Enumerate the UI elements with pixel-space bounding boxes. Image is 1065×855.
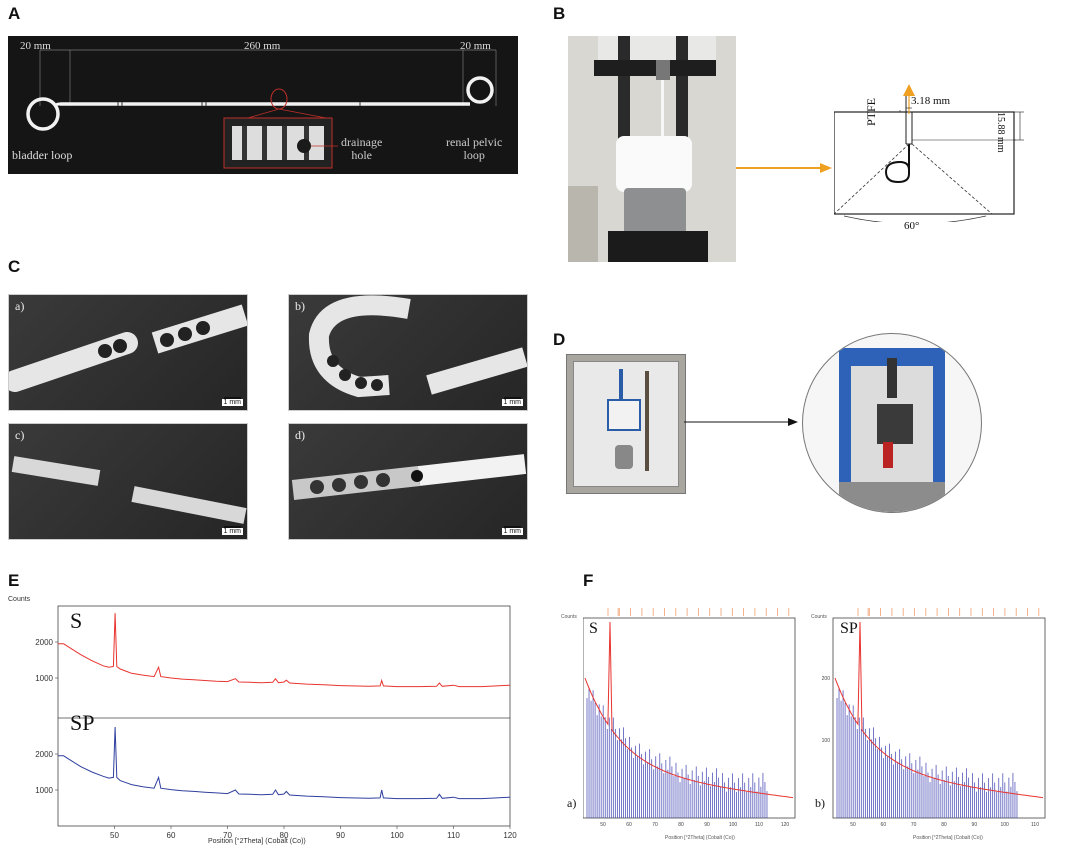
f-x-tick-label: 70 — [652, 822, 658, 828]
f-ylabel-right: Counts — [811, 614, 827, 620]
f-x-tick-label: 80 — [941, 822, 947, 828]
fracture-photo-c: c) 1 mm — [8, 423, 248, 540]
f-x-tick-label: 70 — [911, 822, 917, 828]
plot-frame-e — [57, 605, 511, 827]
arrow-d — [684, 418, 798, 426]
fracture-photo-b: b) 1 mm — [288, 294, 528, 411]
f-xlabel-left: Position [°2Theta] (Cobalt (Co)) — [665, 835, 735, 841]
f-x-tick-label: 60 — [881, 822, 887, 828]
y-tick-label: 1000 — [35, 674, 53, 683]
e-ylabel: Counts — [8, 596, 31, 603]
fracture-photo-d: d) 1 mm — [288, 423, 528, 540]
panel-letter-a: A — [8, 4, 21, 23]
y-tick-label: 2000 — [35, 638, 53, 647]
width-label: 3.18 mm — [911, 95, 951, 107]
f-y-tick-label: 200 — [822, 676, 831, 682]
f-y-tick-label: 100 — [822, 738, 831, 744]
fracture-photo-a: a) 1 mm — [8, 294, 248, 411]
fracture-label-a: a) — [15, 299, 25, 313]
panel-letter-b: B — [553, 4, 566, 23]
x-tick-label: 50 — [110, 831, 119, 840]
renal-pelvic-loop-label: renal pelvic loop — [446, 135, 503, 162]
zoom-circle — [802, 333, 982, 513]
f-x-tick-label: 110 — [1031, 822, 1039, 828]
fracture-label-b: b) — [295, 299, 305, 313]
x-tick-label: 80 — [280, 831, 289, 840]
series-line-sp — [58, 726, 511, 800]
dim-right: 20 mm — [460, 40, 491, 52]
f-sub-b: b) — [815, 796, 825, 810]
y-tick-label: 2000 — [35, 750, 53, 759]
f-x-tick-label: 110 — [755, 822, 763, 828]
series-line-s — [58, 613, 511, 688]
bladder-loop-label: bladder loop — [12, 148, 73, 162]
stent-photo: 20 mm 260 mm 20 mm bladder loop drainage… — [8, 36, 518, 174]
f-label-s: S — [589, 620, 598, 637]
scalebar-c: 1 mm — [221, 526, 243, 535]
arrow-b — [736, 163, 832, 173]
f-x-tick-label: 60 — [626, 822, 632, 828]
f-x-tick-label: 90 — [704, 822, 710, 828]
xrd-plot-e: 1000 2000 1000 2000 50 60 70 80 90 100 110 120 — [35, 605, 517, 840]
panel-letter-f: F — [583, 571, 594, 590]
f-x-tick-label: 80 — [678, 822, 684, 828]
y-tick-label: 1000 — [35, 786, 53, 795]
x-tick-label: 60 — [167, 831, 176, 840]
f-measured-line — [584, 621, 794, 799]
panel-letter-d: D — [553, 330, 566, 349]
angle-label: 60° — [904, 220, 920, 232]
x-tick-label: 120 — [503, 831, 517, 840]
e-label-sp: SP — [70, 710, 95, 735]
drainage-hole-label: drainage hole — [341, 135, 383, 162]
panel-letter-e: E — [8, 571, 20, 590]
f-x-tick-label: 90 — [972, 822, 978, 828]
x-tick-label: 70 — [223, 831, 232, 840]
scalebar-d: 1 mm — [501, 526, 523, 535]
ptfe-label: PTFE — [864, 97, 878, 126]
f-plot-frame — [832, 617, 1046, 819]
f-plot-frame — [583, 617, 796, 819]
e-xlabel: Position [°2Theta] (Cobalt (Co)) — [208, 838, 306, 845]
f-x-tick-label: 100 — [1000, 822, 1009, 828]
fracture-label-c: c) — [15, 428, 25, 442]
height-label: 15.88 mm — [995, 112, 1006, 153]
ptfe-schematic: 3.18 mm 15.88 mm PTFE 60° — [834, 84, 1024, 232]
x-tick-label: 110 — [447, 831, 460, 840]
f-measured-line — [834, 621, 1044, 799]
x-tick-label: 90 — [336, 831, 345, 840]
scalebar-a: 1 mm — [221, 397, 243, 406]
stent-drawing — [26, 49, 497, 169]
f-label-sp: SP — [840, 620, 858, 637]
f-x-tick-label: 120 — [781, 822, 790, 828]
f-xlabel-right: Position [°2Theta] (Cobalt (Co)) — [913, 835, 983, 841]
xrd-chart-f: 2001005060708090100110120200100506070809… — [561, 606, 1061, 846]
x-tick-label: 100 — [390, 831, 404, 840]
f-x-tick-label: 100 — [729, 822, 738, 828]
xrd-plot-f: 2001005060708090100110120200100506070809… — [583, 608, 1046, 828]
f-ylabel-left: Counts — [561, 614, 577, 620]
e-label-s: S — [70, 608, 83, 633]
dim-left: 20 mm — [20, 40, 51, 52]
scalebar-b: 1 mm — [501, 397, 523, 406]
f-sub-a: a) — [567, 796, 577, 810]
f-x-tick-label: 50 — [850, 822, 856, 828]
panel-letter-c: C — [8, 257, 21, 276]
dim-mid: 260 mm — [244, 40, 281, 52]
fracture-label-d: d) — [295, 428, 305, 442]
tensile-machine-photo — [568, 36, 736, 262]
test-chamber-photo — [566, 354, 686, 494]
f-x-tick-label: 50 — [600, 822, 606, 828]
xrd-chart-e: Counts 1000 2000 1000 2000 50 60 70 80 90 100 110 1… — [8, 596, 528, 854]
